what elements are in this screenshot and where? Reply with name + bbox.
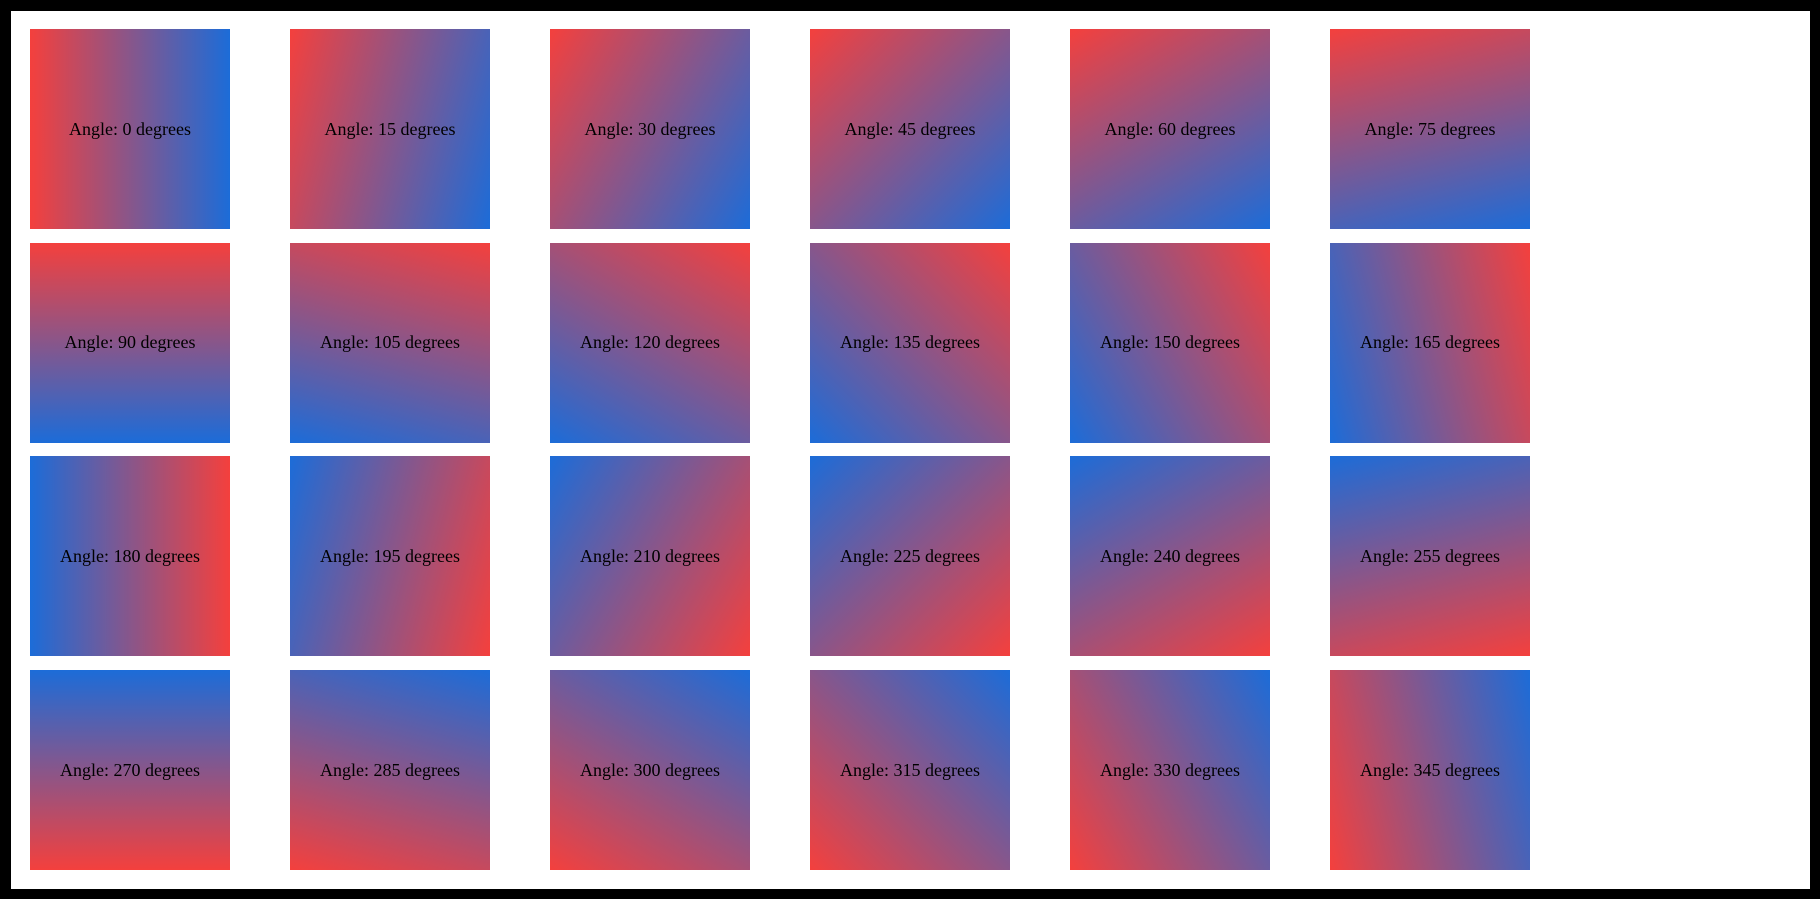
tile-label: Angle: 285 degrees: [320, 759, 460, 780]
gradient-grid: Angle: 0 degrees Angle: 15 degrees Angle: …: [30, 29, 1530, 871]
tile-label: Angle: 75 degrees: [1364, 118, 1496, 139]
gradient-tile: Angle: 105 degrees: [290, 242, 490, 443]
tile-label: Angle: 150 degrees: [1100, 332, 1240, 353]
tile-label: Angle: 330 degrees: [1100, 759, 1240, 780]
gradient-tile: Angle: 0 degrees: [30, 29, 230, 229]
tile-label: Angle: 195 degrees: [320, 545, 460, 566]
tile-label: Angle: 315 degrees: [840, 759, 980, 780]
gradient-tile: Angle: 165 degrees: [1330, 242, 1530, 443]
gradient-tile: Angle: 135 degrees: [810, 242, 1010, 443]
gradient-tile: Angle: 75 degrees: [1330, 29, 1530, 229]
page-background: Angle: 0 degrees Angle: 15 degrees Angle: …: [11, 11, 1810, 889]
gradient-tile: Angle: 315 degrees: [810, 670, 1010, 871]
tile-label: Angle: 15 degrees: [324, 118, 456, 139]
gradient-tile: Angle: 345 degrees: [1330, 670, 1530, 871]
gradient-tile: Angle: 330 degrees: [1070, 670, 1270, 871]
gradient-tile: Angle: 300 degrees: [550, 670, 750, 871]
gradient-tile: Angle: 45 degrees: [810, 29, 1010, 229]
tile-label: Angle: 105 degrees: [320, 332, 460, 353]
tile-label: Angle: 270 degrees: [60, 759, 200, 780]
gradient-tile: Angle: 210 degrees: [550, 456, 750, 657]
tile-label: Angle: 0 degrees: [69, 118, 191, 139]
gradient-tile: Angle: 180 degrees: [30, 456, 230, 657]
tile-label: Angle: 255 degrees: [1360, 545, 1500, 566]
gradient-tile: Angle: 15 degrees: [290, 29, 490, 229]
gradient-tile: Angle: 285 degrees: [290, 670, 490, 871]
gradient-tile: Angle: 225 degrees: [810, 456, 1010, 657]
gradient-tile: Angle: 255 degrees: [1330, 456, 1530, 657]
tile-label: Angle: 120 degrees: [580, 332, 720, 353]
gradient-tile: Angle: 120 degrees: [550, 242, 750, 443]
gradient-tile: Angle: 90 degrees: [30, 242, 230, 443]
gradient-tile: Angle: 195 degrees: [290, 456, 490, 657]
gradient-tile: Angle: 240 degrees: [1070, 456, 1270, 657]
tile-label: Angle: 345 degrees: [1360, 759, 1500, 780]
gradient-tile: Angle: 30 degrees: [550, 29, 750, 229]
tile-label: Angle: 45 degrees: [844, 118, 976, 139]
gradient-tile: Angle: 60 degrees: [1070, 29, 1270, 229]
tile-label: Angle: 240 degrees: [1100, 545, 1240, 566]
gradient-tile: Angle: 150 degrees: [1070, 242, 1270, 443]
tile-label: Angle: 210 degrees: [580, 545, 720, 566]
tile-label: Angle: 135 degrees: [840, 332, 980, 353]
tile-label: Angle: 90 degrees: [64, 332, 196, 353]
tile-label: Angle: 300 degrees: [580, 759, 720, 780]
gradient-tile: Angle: 270 degrees: [30, 670, 230, 871]
tile-label: Angle: 180 degrees: [60, 545, 200, 566]
tile-label: Angle: 60 degrees: [1104, 118, 1236, 139]
tile-label: Angle: 225 degrees: [840, 545, 980, 566]
tile-label: Angle: 165 degrees: [1360, 332, 1500, 353]
tile-label: Angle: 30 degrees: [584, 118, 716, 139]
